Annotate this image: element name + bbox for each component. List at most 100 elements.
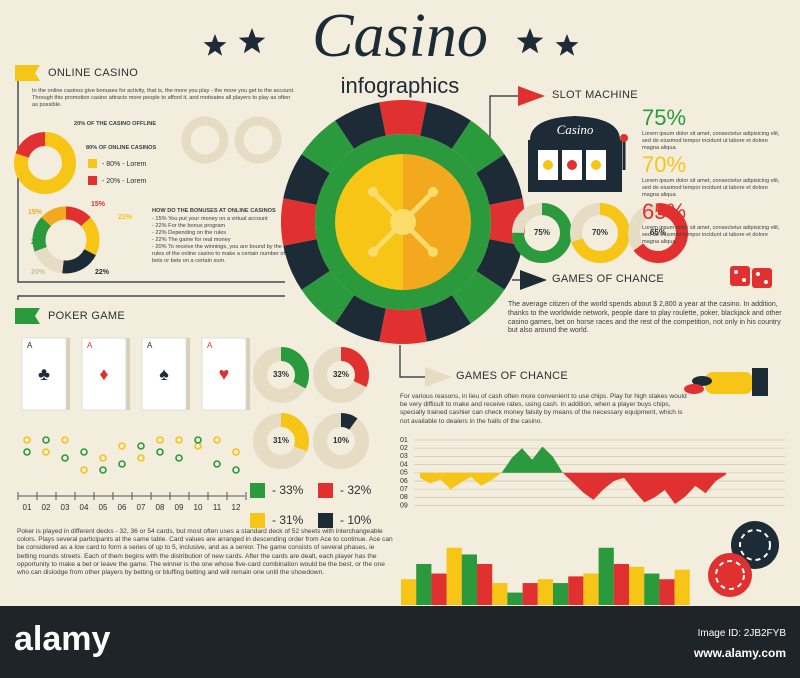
roulette-segment	[451, 270, 505, 324]
donut-label: 22%	[95, 269, 110, 276]
y-tick-label: 09	[400, 502, 408, 509]
card: A♠	[141, 337, 190, 411]
donut-segment	[253, 347, 309, 403]
legend-swatch	[318, 513, 333, 528]
legend-label: - 80% - Lorem	[102, 161, 147, 168]
stat-value: 75%	[642, 105, 687, 130]
connector	[17, 80, 285, 283]
bar	[598, 547, 614, 605]
flag	[520, 270, 547, 290]
footer-url: www.alamy.com	[693, 646, 786, 660]
x-tick-label: 01	[23, 503, 32, 512]
legend-swatch	[88, 159, 97, 168]
dot	[61, 454, 69, 462]
card-suit: ♠	[159, 364, 169, 384]
roulette-segment	[420, 295, 471, 342]
dot	[99, 454, 107, 462]
artwork: Casino infographics Casino - 80% - Lorem…	[14, 2, 785, 605]
star	[555, 34, 579, 56]
star	[203, 34, 227, 56]
slot-machine: Casino	[528, 116, 628, 192]
x-tick-label: 09	[175, 503, 184, 512]
x-tick-label: 05	[99, 503, 108, 512]
dot	[137, 454, 145, 462]
bar	[446, 547, 462, 605]
dot	[175, 436, 183, 444]
donut-segment	[313, 347, 369, 403]
card-face	[21, 337, 67, 411]
section-text: For various reasons, in lieu of cash oft…	[400, 393, 687, 425]
dot	[194, 442, 202, 450]
roulette-segment	[283, 154, 330, 205]
donut-label: 15%	[28, 209, 43, 216]
dot	[61, 436, 69, 444]
dot	[232, 448, 240, 456]
dot	[213, 436, 221, 444]
dot	[42, 448, 50, 456]
roulette-half	[335, 154, 403, 290]
card-suit: ♥	[219, 364, 230, 384]
donut-label: 22%	[118, 214, 133, 221]
bonus-item: - 20% To receive the winnings, you are b…	[152, 243, 286, 264]
bar	[431, 573, 447, 605]
section-title: GAMES OF CHANCE	[552, 273, 665, 285]
x-tick-label: 06	[118, 503, 127, 512]
dot	[80, 466, 88, 474]
title: Casino	[312, 2, 488, 70]
roulette-segment	[335, 295, 386, 342]
stat-text: Lorem ipsum dolor sit amet, consectetur …	[642, 178, 780, 198]
stat-value: 65%	[642, 199, 687, 224]
legend-swatch	[318, 483, 333, 498]
bar	[537, 579, 553, 605]
roulette-segment	[379, 308, 427, 345]
card-face	[141, 337, 187, 411]
x-tick-label: 10	[194, 503, 203, 512]
dot	[194, 436, 202, 444]
stat-value: 70%	[642, 152, 687, 177]
donut-label: 75%	[534, 228, 550, 237]
donut-segment	[32, 206, 100, 274]
bar	[401, 579, 417, 605]
dot	[42, 436, 50, 444]
section-title: SLOT MACHINE	[552, 89, 638, 101]
dot	[99, 466, 107, 474]
cross-knob	[428, 247, 438, 257]
bar	[522, 583, 538, 605]
roulette-segment	[335, 102, 386, 149]
roulette-segment	[476, 239, 523, 290]
dot	[80, 448, 88, 456]
y-tick-label: 01	[400, 437, 408, 444]
bar	[674, 569, 690, 605]
dot	[118, 460, 126, 468]
bar	[568, 576, 584, 605]
subtitle: infographics	[341, 73, 460, 98]
bonus-item: - 22% Depending on the rules	[152, 229, 227, 236]
legend-swatch	[88, 176, 97, 185]
card: A♦	[81, 337, 130, 411]
card-rank: A	[87, 341, 93, 350]
bonus-item: - 22% For the bonus program	[152, 222, 226, 229]
y-tick-label: 03	[400, 453, 408, 460]
roulette-segment	[379, 99, 427, 136]
flag	[15, 65, 40, 81]
donut-segment	[32, 206, 100, 274]
y-tick-label: 02	[400, 445, 408, 452]
donut-segment	[628, 203, 688, 263]
bonus-item: - 22% The game for real money	[152, 236, 231, 243]
cross-knob	[368, 187, 378, 197]
roulette-segment	[301, 270, 355, 324]
bar	[659, 579, 675, 605]
donut-segment	[14, 132, 76, 194]
legend-label: - 31%	[272, 513, 304, 527]
donut-label: 20%	[31, 269, 46, 276]
footer-brand: alamy	[14, 620, 111, 658]
stat-text: Lorem ipsum dolor sit amet, consectetur …	[642, 225, 780, 245]
bonus-item: - 15% You put your money on a virtual ac…	[152, 216, 268, 222]
card-suit: ♣	[38, 364, 50, 384]
star	[238, 28, 266, 54]
area	[501, 446, 563, 473]
bar	[629, 566, 645, 605]
donut-label: 33%	[273, 370, 289, 379]
card: A♣	[21, 337, 70, 411]
donut-segment	[32, 206, 100, 274]
